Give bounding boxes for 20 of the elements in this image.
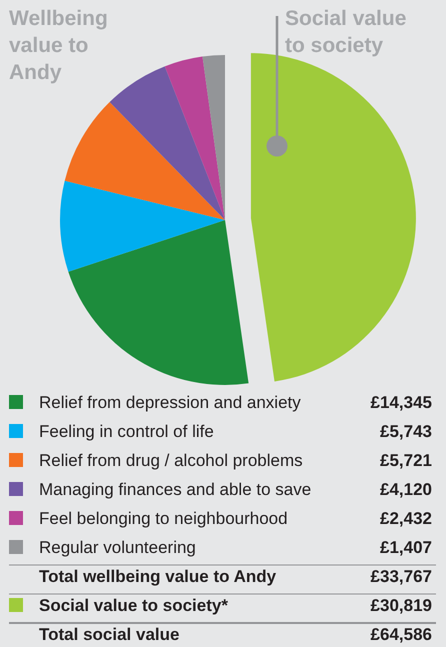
legend-label: Feeling in control of life	[39, 422, 214, 441]
text: Social value to society	[285, 7, 406, 57]
legend-label: Managing finances and able to save	[39, 480, 312, 499]
legend-label: Relief from depression and anxiety	[39, 393, 302, 412]
text: Total social value	[39, 625, 180, 644]
data-label: £30,819	[370, 596, 432, 615]
data-label: £5,743	[380, 422, 432, 441]
legend-label: Regular volunteering	[39, 538, 196, 557]
legend-label: Social value to society*	[39, 596, 228, 615]
legend-label: Relief from drug / alcohol problems	[39, 451, 303, 470]
data-label: £14,345	[370, 393, 432, 412]
text: £64,586	[370, 625, 432, 644]
data-label: £1,407	[380, 538, 432, 557]
legend-label: Feel belonging to neighbourhood	[39, 509, 288, 528]
text: Wellbeing value to Andy	[9, 7, 108, 84]
data-label: £4,120	[380, 480, 432, 499]
data-label: £5,721	[380, 451, 432, 470]
text: £33,767	[370, 567, 432, 586]
text: Total wellbeing value to Andy	[39, 567, 277, 586]
data-label: £2,432	[380, 509, 432, 528]
